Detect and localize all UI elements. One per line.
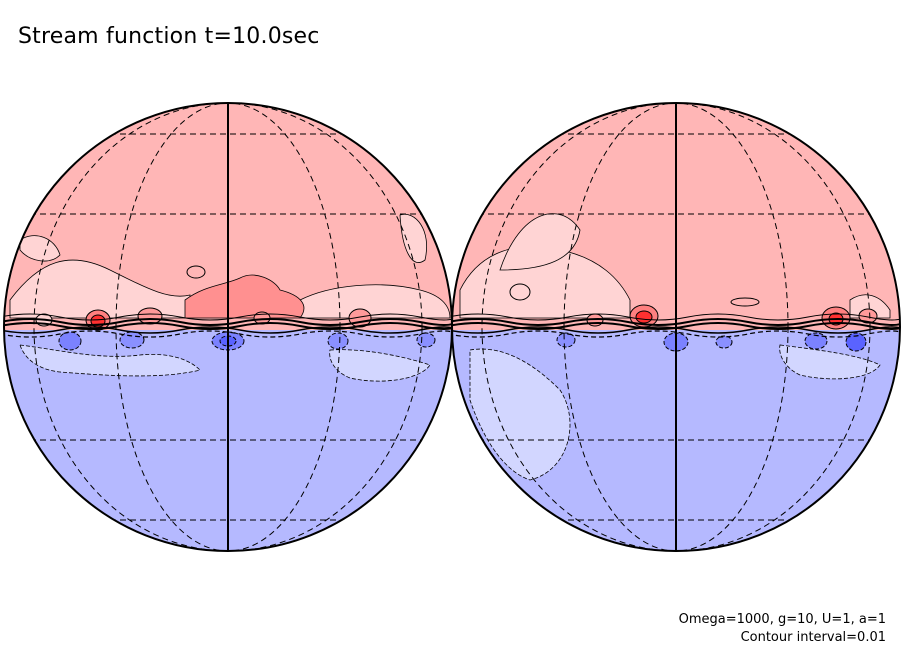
parameters-label: Omega=1000, g=10, U=1, a=1 [678, 612, 886, 627]
positive-light-region [19, 235, 61, 262]
contour-interval-label: Contour interval=0.01 [740, 630, 886, 645]
negative-light-region [329, 349, 431, 382]
plot-title: Stream function t=10.0sec [18, 24, 320, 49]
positive-strong-region [184, 274, 305, 319]
positive-light-region [9, 259, 191, 319]
negative-light-region [779, 344, 881, 380]
equatorial-contours [452, 313, 900, 338]
negative-light-region [19, 344, 201, 377]
globe-outline [451, 102, 901, 552]
positive-light-region [499, 213, 581, 271]
globe-right [451, 102, 901, 552]
negative-light-region [469, 348, 571, 481]
negative-vortices [58, 331, 436, 351]
globe-left [3, 102, 453, 552]
positive-light-region [299, 284, 451, 319]
positive-light-region [399, 213, 427, 263]
equatorial-contours [4, 313, 452, 338]
